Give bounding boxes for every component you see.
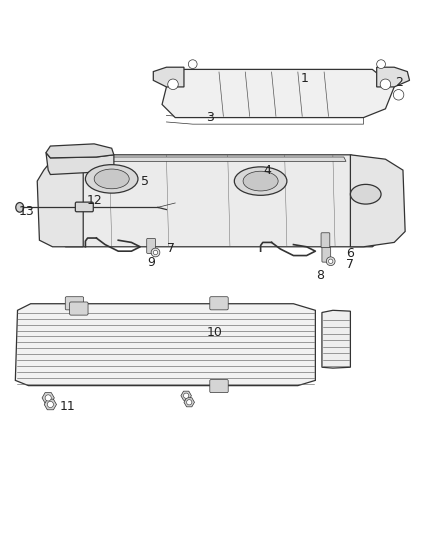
- Polygon shape: [15, 304, 315, 386]
- FancyBboxPatch shape: [321, 233, 330, 248]
- Circle shape: [184, 393, 189, 398]
- Ellipse shape: [94, 169, 129, 189]
- Circle shape: [153, 251, 158, 255]
- Circle shape: [380, 79, 391, 90]
- Ellipse shape: [16, 203, 24, 212]
- Circle shape: [187, 400, 192, 405]
- Text: 6: 6: [346, 247, 354, 260]
- Polygon shape: [46, 144, 114, 158]
- Polygon shape: [184, 398, 194, 407]
- Ellipse shape: [243, 171, 278, 191]
- Text: 8: 8: [316, 269, 324, 282]
- Polygon shape: [322, 310, 350, 368]
- Ellipse shape: [234, 167, 287, 195]
- Polygon shape: [377, 67, 410, 87]
- Circle shape: [188, 60, 197, 69]
- Circle shape: [168, 79, 178, 90]
- Polygon shape: [42, 393, 54, 403]
- Text: 13: 13: [18, 205, 34, 218]
- Polygon shape: [46, 152, 114, 174]
- FancyBboxPatch shape: [210, 379, 228, 393]
- Polygon shape: [44, 399, 57, 410]
- Circle shape: [45, 395, 51, 401]
- Polygon shape: [181, 391, 191, 400]
- Polygon shape: [81, 157, 346, 161]
- Polygon shape: [37, 155, 83, 247]
- Circle shape: [393, 90, 404, 100]
- Text: 2: 2: [395, 76, 403, 89]
- FancyBboxPatch shape: [70, 302, 88, 315]
- FancyBboxPatch shape: [75, 202, 93, 212]
- Circle shape: [47, 401, 53, 408]
- Text: 10: 10: [207, 326, 223, 338]
- Text: 5: 5: [141, 175, 148, 188]
- Circle shape: [328, 259, 333, 263]
- Text: 3: 3: [206, 111, 214, 124]
- Text: 11: 11: [60, 400, 76, 413]
- Ellipse shape: [350, 184, 381, 204]
- Text: 7: 7: [346, 258, 354, 271]
- FancyBboxPatch shape: [322, 247, 331, 262]
- Text: 1: 1: [300, 71, 308, 85]
- Polygon shape: [350, 155, 405, 247]
- Polygon shape: [162, 69, 394, 118]
- FancyBboxPatch shape: [65, 297, 84, 310]
- Circle shape: [326, 257, 335, 265]
- Text: 9: 9: [147, 256, 155, 269]
- FancyBboxPatch shape: [147, 238, 155, 253]
- FancyBboxPatch shape: [210, 297, 228, 310]
- Ellipse shape: [85, 165, 138, 193]
- Circle shape: [377, 60, 385, 69]
- Circle shape: [151, 248, 160, 257]
- Text: 12: 12: [86, 195, 102, 207]
- Polygon shape: [44, 155, 394, 247]
- Text: 7: 7: [167, 243, 175, 255]
- Polygon shape: [153, 67, 184, 87]
- Text: 4: 4: [263, 164, 271, 176]
